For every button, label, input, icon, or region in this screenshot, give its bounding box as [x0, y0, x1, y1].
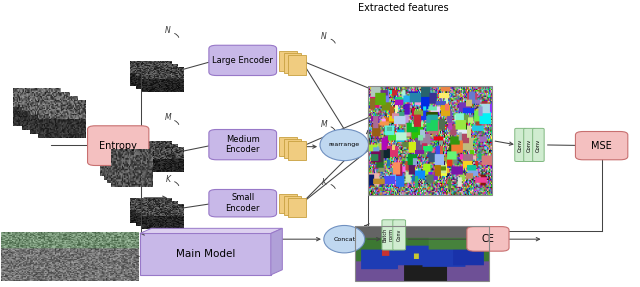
FancyBboxPatch shape	[515, 128, 526, 162]
Text: Large Encoder: Large Encoder	[212, 56, 273, 65]
FancyBboxPatch shape	[284, 139, 301, 158]
Text: K: K	[166, 175, 170, 184]
FancyBboxPatch shape	[209, 45, 276, 75]
Ellipse shape	[320, 129, 369, 161]
FancyBboxPatch shape	[288, 55, 306, 75]
FancyBboxPatch shape	[88, 126, 149, 166]
Text: Medium
Encoder: Medium Encoder	[225, 135, 260, 154]
Text: MSE: MSE	[591, 141, 612, 151]
Ellipse shape	[324, 226, 365, 253]
FancyBboxPatch shape	[524, 128, 535, 162]
Text: K: K	[321, 178, 326, 187]
FancyBboxPatch shape	[288, 141, 306, 160]
Text: Main Model: Main Model	[176, 249, 235, 259]
FancyBboxPatch shape	[288, 198, 306, 218]
Text: Entropy: Entropy	[99, 141, 137, 151]
FancyBboxPatch shape	[284, 53, 301, 73]
Polygon shape	[140, 228, 282, 233]
Text: Concat: Concat	[333, 237, 355, 242]
FancyBboxPatch shape	[382, 220, 395, 250]
FancyBboxPatch shape	[532, 128, 544, 162]
FancyBboxPatch shape	[393, 220, 406, 250]
Polygon shape	[271, 228, 282, 275]
FancyBboxPatch shape	[575, 131, 628, 160]
Text: Conv: Conv	[518, 138, 523, 152]
Text: CE: CE	[481, 234, 494, 244]
Text: Conv: Conv	[536, 138, 541, 152]
FancyBboxPatch shape	[279, 137, 297, 156]
Text: N: N	[165, 26, 171, 35]
FancyBboxPatch shape	[209, 189, 276, 217]
Text: M: M	[164, 113, 172, 122]
Text: Batch
norm: Batch norm	[383, 228, 394, 242]
FancyBboxPatch shape	[284, 196, 301, 216]
Text: N: N	[321, 32, 326, 41]
FancyBboxPatch shape	[209, 129, 276, 160]
FancyBboxPatch shape	[279, 51, 297, 71]
FancyBboxPatch shape	[467, 227, 509, 251]
Text: Conv: Conv	[527, 138, 532, 152]
Text: Conv: Conv	[397, 229, 402, 241]
Text: rearrange: rearrange	[329, 142, 360, 148]
Text: Small
Encoder: Small Encoder	[225, 193, 260, 213]
FancyBboxPatch shape	[279, 194, 297, 214]
Text: M: M	[321, 120, 327, 129]
Text: Extracted features: Extracted features	[358, 3, 449, 13]
FancyBboxPatch shape	[140, 233, 271, 275]
